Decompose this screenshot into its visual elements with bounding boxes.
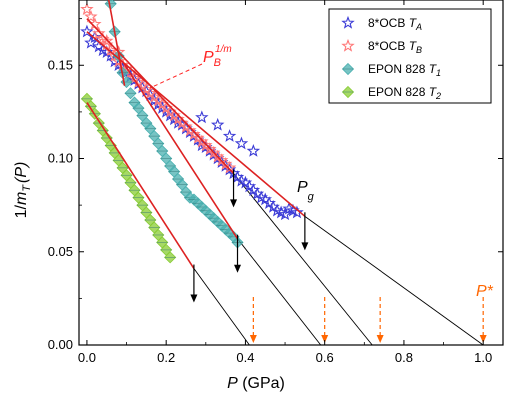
y-axis-title-sub: T	[21, 184, 33, 192]
data-point-0-54	[195, 110, 209, 124]
x-tick-label: 0.2	[157, 350, 175, 365]
annotation-pb-sup: 1/m	[215, 44, 232, 55]
fit-line-2	[121, 61, 239, 240]
legend-marker-0	[341, 15, 355, 29]
legend-marker-1	[341, 38, 355, 52]
data-point-1-37	[100, 33, 114, 47]
fit-line-steep-2	[107, 0, 126, 86]
data-point-3-21	[164, 251, 177, 264]
legend-marker-2	[341, 62, 355, 76]
legend-label-2-sym: T	[429, 62, 438, 76]
x-tick-label: 1.0	[474, 350, 492, 365]
data-point-1-4	[96, 32, 110, 45]
annotation-pstar: P*	[476, 283, 494, 300]
data-point-0-0	[80, 24, 94, 38]
legend-label-0-sym: T	[409, 16, 418, 30]
pg-arrow-2-head	[234, 264, 242, 273]
legend-label-1-sym: T	[409, 39, 418, 53]
data-point-0-39	[234, 173, 249, 187]
annotation-pg-sub: g	[308, 191, 315, 203]
legend-label-1: 8*OCB TB	[368, 39, 422, 55]
y-tick-label: 0.00	[48, 337, 73, 352]
pstar-arrow-2-head	[376, 335, 384, 343]
data-point-0-28	[191, 132, 205, 146]
data-point-1-0	[80, 2, 94, 16]
x-tick-label: 0.0	[78, 350, 96, 365]
legend-label-0-sub: A	[415, 22, 422, 32]
annotation-pb-main: P	[203, 49, 214, 66]
pg-arrow-3-head	[190, 294, 198, 303]
legend-box	[328, 8, 492, 104]
pg-arrow-3	[190, 264, 198, 303]
pstar-arrow-0	[249, 297, 257, 343]
data-point-0-55	[210, 117, 225, 131]
legend-label-3-sub: 2	[435, 91, 441, 101]
pstar-arrow-2	[376, 297, 384, 343]
legend-label-2: EPON 828 T1	[368, 62, 441, 78]
extrapolation-line-1	[233, 173, 373, 346]
legend-label-0: 8*OCB TA	[368, 16, 422, 32]
annotation-pb-sub: B	[214, 57, 221, 69]
x-tick-label: 0.6	[316, 350, 334, 365]
x-axis-title: P (GPa)	[227, 375, 285, 392]
pstar-arrow-0-head	[249, 335, 257, 343]
y-axis-title: 1/mT(P)	[13, 162, 33, 219]
data-point-0-53	[290, 205, 304, 219]
data-point-0-44	[254, 190, 269, 204]
annotation-pg-main: P	[297, 179, 308, 196]
legend-label-2-sub: 1	[436, 68, 441, 78]
data-point-0-57	[234, 136, 249, 150]
fit-line-3	[86, 102, 195, 269]
legend-label-2-main: EPON 828	[368, 62, 429, 76]
pstar-arrow-1	[321, 297, 329, 343]
extrapolation-line-3	[193, 268, 250, 346]
pstar-arrow-1-head	[321, 335, 329, 343]
pg-arrow-0-head	[301, 242, 309, 251]
pstar-arrow-3-head	[479, 335, 487, 343]
data-point-0-16	[143, 88, 158, 101]
data-point-0-58	[246, 143, 261, 157]
extrapolation-line-0	[304, 215, 484, 346]
data-point-0-50	[278, 207, 292, 221]
annotation-pb-leader	[149, 63, 203, 89]
legend-label-3-main: EPON 828	[368, 85, 429, 99]
pstar-arrow-3	[479, 297, 487, 343]
legend-label-0-main: 8*OCB	[368, 16, 409, 30]
y-tick-label: 0.05	[48, 244, 73, 259]
legend: 8*OCB TA 8*OCB TB EPON 828 T1 EPON 828 T…	[328, 8, 492, 104]
legend-label-1-sub: B	[416, 45, 422, 55]
annotation-pb: PB 1/m	[203, 44, 232, 69]
data-point-0-49	[274, 205, 288, 219]
legend-label-3-sym: T	[429, 85, 438, 99]
legend-marker-3	[341, 85, 355, 99]
data-point-0-23	[171, 116, 185, 129]
annotation-pg: Pg	[297, 179, 315, 203]
data-point-0-48	[270, 203, 284, 217]
data-point-1-1	[84, 9, 98, 23]
extrapolation-line-2	[237, 238, 322, 346]
data-point-1-3	[92, 26, 106, 40]
legend-label-3: EPON 828 T2	[368, 85, 441, 101]
pg-arrow-1-head	[230, 199, 238, 208]
x-tick-label: 0.4	[236, 350, 254, 365]
fit-line-1	[86, 18, 235, 174]
x-axis-title-symbol: P	[227, 375, 238, 392]
x-tick-label: 0.8	[395, 350, 413, 365]
pg-arrow-0	[301, 212, 309, 251]
data-point-2-5	[124, 87, 137, 100]
y-axis-title-m: m	[13, 192, 30, 205]
data-point-0-1	[84, 35, 98, 49]
y-tick-label: 0.15	[48, 57, 73, 72]
pg-arrow-2	[234, 234, 242, 273]
legend-label-1-main: 8*OCB	[368, 39, 409, 53]
y-tick-label: 0.10	[48, 151, 73, 166]
data-point-0-56	[222, 129, 237, 142]
pg-arrow-1	[230, 169, 238, 208]
y-axis-title-prefix: 1/	[13, 204, 30, 218]
x-axis-title-unit: (GPa)	[238, 375, 285, 392]
y-axis-title-suffix: (P)	[13, 162, 30, 183]
